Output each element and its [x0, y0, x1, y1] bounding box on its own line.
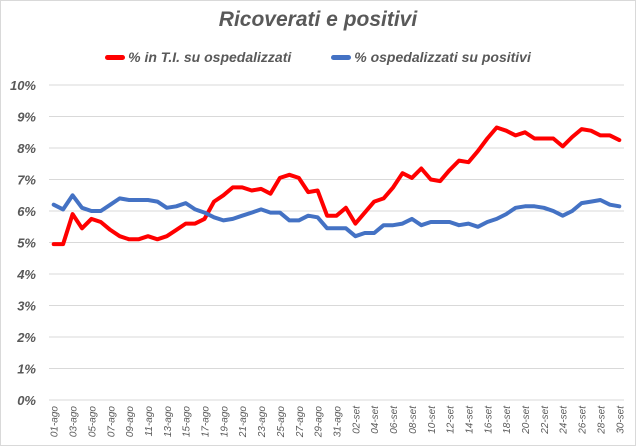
y-tick-label: 7% [17, 173, 36, 188]
x-tick-label: 09-ago [125, 406, 136, 438]
y-tick-label: 9% [17, 110, 36, 125]
y-tick-label: 6% [17, 204, 36, 219]
x-tick-label: 22-set [540, 405, 551, 435]
y-tick-label: 3% [17, 299, 36, 314]
x-tick-label: 17-ago [201, 406, 212, 438]
x-tick-label: 13-ago [163, 406, 174, 438]
x-tick-label: 28-set [596, 405, 607, 435]
x-tick-label: 08-set [408, 405, 419, 434]
x-tick-label: 29-ago [314, 406, 325, 439]
x-tick-label: 18-set [502, 405, 513, 434]
x-tick-label: 01-ago [50, 406, 61, 438]
x-tick-label: 11-ago [144, 406, 155, 437]
legend-item-ti: % in T.I. su ospedalizzati [105, 49, 291, 65]
x-tick-label: 05-ago [87, 406, 98, 438]
x-tick-label: 21-ago [238, 406, 249, 439]
x-tick-label: 03-ago [69, 406, 80, 438]
legend-label-ospedalizzati: % ospedalizzati su positivi [354, 49, 531, 65]
x-tick-label: 16-set [483, 405, 494, 434]
x-tick-label: 31-ago [333, 406, 344, 438]
y-tick-label: 4% [16, 267, 36, 282]
y-tick-label: 2% [16, 330, 36, 345]
x-tick-label: 15-ago [182, 406, 193, 438]
x-tick-label: 07-ago [106, 406, 117, 438]
series-line-ti [51, 125, 622, 247]
x-tick-label: 19-ago [219, 406, 230, 438]
x-tick-label: 14-set [464, 405, 475, 434]
x-tick-label: 20-set [521, 405, 532, 435]
legend-swatch-red [105, 54, 126, 60]
y-tick-label: 0% [17, 393, 36, 408]
x-tick-label: 26-set [578, 405, 589, 435]
x-tick-label: 02-set [351, 405, 362, 434]
y-tick-label: 1% [17, 362, 36, 377]
y-tick-label: 10% [10, 78, 36, 93]
x-tick-label: 10-set [427, 405, 438, 434]
y-tick-label: 5% [17, 236, 36, 251]
x-tick-label: 25-ago [276, 406, 287, 439]
chart-legend: % in T.I. su ospedalizzati % ospedalizza… [0, 49, 636, 65]
chart-title: Ricoverati e positivi [218, 8, 418, 31]
x-tick-label: 06-set [389, 405, 400, 434]
x-tick-label: 27-ago [295, 406, 306, 439]
series-line-ospedalizzati [51, 193, 622, 239]
y-tick-label: 8% [17, 141, 36, 156]
x-tick-label: 30-set [615, 405, 626, 434]
x-tick-label: 24-set [559, 405, 570, 435]
legend-label-ti: % in T.I. su ospedalizzati [128, 49, 292, 65]
x-tick-label: 23-ago [257, 406, 268, 439]
x-tick-label: 04-set [370, 405, 381, 434]
legend-item-ospedalizzati: % ospedalizzati su positivi [331, 49, 531, 65]
x-tick-label: 12-set [446, 405, 457, 434]
legend-swatch-blue [331, 54, 352, 60]
